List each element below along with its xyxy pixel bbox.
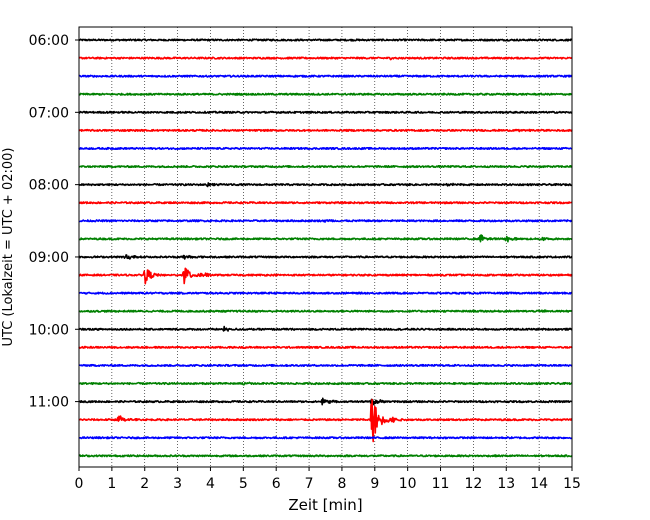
x-tick-label-7: 7 — [305, 476, 314, 492]
x-tick-label-3: 3 — [173, 476, 182, 492]
y-tick-label-09:00: 09:00 — [29, 250, 69, 266]
trace-0930 — [78, 291, 573, 295]
trace-1045 — [78, 381, 573, 386]
traces — [78, 38, 573, 458]
x-tick-label-15: 15 — [563, 476, 581, 492]
trace-0815 — [78, 201, 573, 205]
x-tick-label-5: 5 — [239, 476, 248, 492]
x-axis-label: Zeit [min] — [288, 496, 362, 514]
x-tick-label-0: 0 — [75, 476, 84, 492]
y-axis-label: UTC (Lokalzeit = UTC + 02:00) — [1, 148, 16, 347]
trace-1100 — [78, 397, 573, 406]
trace-1015 — [78, 345, 573, 349]
x-tick-label-10: 10 — [399, 476, 417, 492]
y-tick-label-11:00: 11:00 — [29, 395, 69, 411]
trace-0600 — [78, 38, 573, 42]
x-tick-label-12: 12 — [464, 476, 482, 492]
trace-0630 — [78, 74, 573, 78]
trace-0645 — [78, 92, 573, 96]
x-tick-label-14: 14 — [530, 476, 548, 492]
trace-1030 — [78, 363, 573, 367]
trace-1130 — [78, 436, 573, 440]
trace-0715 — [78, 128, 573, 133]
y-tick-label-10:00: 10:00 — [29, 322, 69, 338]
x-tick-label-4: 4 — [206, 476, 215, 492]
y-tick-label-08:00: 08:00 — [29, 178, 69, 194]
x-tick-label-2: 2 — [140, 476, 149, 492]
y-axis-ticks: 06:00 07:00 08:00 09:00 10:00 11:00 — [29, 33, 79, 411]
trace-1000 — [78, 325, 573, 332]
trace-0915 — [78, 267, 573, 285]
trace-1115 — [78, 398, 573, 443]
x-tick-label-9: 9 — [370, 476, 379, 492]
vertical-grid — [111, 27, 540, 467]
x-tick-label-6: 6 — [272, 476, 281, 492]
trace-0845 — [78, 234, 573, 243]
trace-0830 — [78, 219, 573, 223]
trace-0700 — [78, 110, 573, 114]
trace-0900 — [78, 254, 573, 260]
x-axis-ticks: 0 1 2 3 4 5 6 7 8 9 10 11 12 13 14 15 — [75, 467, 581, 492]
trace-1145 — [78, 454, 573, 458]
trace-0800 — [78, 182, 573, 188]
trace-0615 — [78, 56, 573, 61]
y-tick-label-07:00: 07:00 — [29, 105, 69, 121]
x-tick-label-8: 8 — [337, 476, 346, 492]
trace-0745 — [78, 165, 573, 169]
x-tick-label-1: 1 — [107, 476, 116, 492]
x-tick-label-11: 11 — [432, 476, 450, 492]
plot-frame — [78, 26, 573, 468]
y-tick-label-06:00: 06:00 — [29, 33, 69, 49]
trace-0945 — [78, 309, 573, 313]
trace-0730 — [78, 146, 573, 151]
x-tick-label-13: 13 — [497, 476, 515, 492]
